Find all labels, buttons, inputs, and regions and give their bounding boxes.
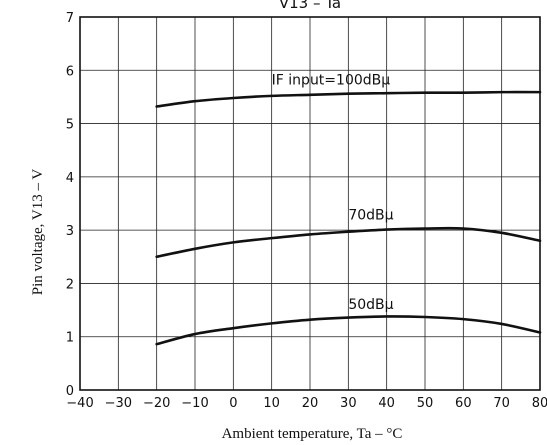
y-tick-label: 5 — [66, 118, 74, 133]
x-tick-label: 40 — [378, 396, 395, 411]
series-lines — [155, 90, 542, 346]
series-line-1 — [155, 90, 542, 108]
x-axis-title: Ambient temperature, Ta – °C — [222, 426, 403, 442]
y-tick-label: 2 — [66, 277, 74, 292]
series-labels: IF input=100dBμ 70dBμ 50dBμ — [272, 73, 394, 313]
x-tick-label: 10 — [263, 396, 280, 411]
x-tick-label: 80 — [532, 396, 547, 411]
x-tick-label: 50 — [417, 396, 434, 411]
y-tick-label: 1 — [66, 331, 74, 346]
y-tick-label: 7 — [66, 11, 74, 26]
y-tick-label: 4 — [66, 171, 74, 186]
x-tick-label: −20 — [143, 396, 170, 411]
x-tick-labels: −40 −30 −20 −10 0 10 20 30 40 50 60 70 80 — [66, 396, 547, 411]
series-label-2: 70dBμ — [348, 207, 393, 223]
x-tick-label: −40 — [66, 396, 93, 411]
y-tick-label: 6 — [66, 64, 74, 79]
x-tick-label: 60 — [455, 396, 472, 411]
x-tick-label: −30 — [105, 396, 132, 411]
y-tick-labels: 0 1 2 3 4 5 6 7 — [66, 11, 74, 399]
y-axis-title: Pin voltage, V13 – V — [30, 169, 46, 296]
x-tick-label: 30 — [340, 396, 357, 411]
plot-frame — [79, 16, 541, 391]
x-tick-label: 0 — [229, 396, 237, 411]
y-tick-label: 0 — [66, 384, 74, 399]
y-tick-label: 3 — [66, 224, 74, 239]
series-line-3 — [155, 315, 542, 346]
series-line-2 — [155, 226, 542, 259]
chart-title: V13 – Ta — [279, 0, 341, 12]
series-label-3: 50dBμ — [348, 297, 393, 313]
x-tick-label: 20 — [302, 396, 319, 411]
series-label-1: IF input=100dBμ — [272, 73, 391, 89]
x-tick-label: −10 — [181, 396, 208, 411]
x-tick-label: 70 — [493, 396, 510, 411]
